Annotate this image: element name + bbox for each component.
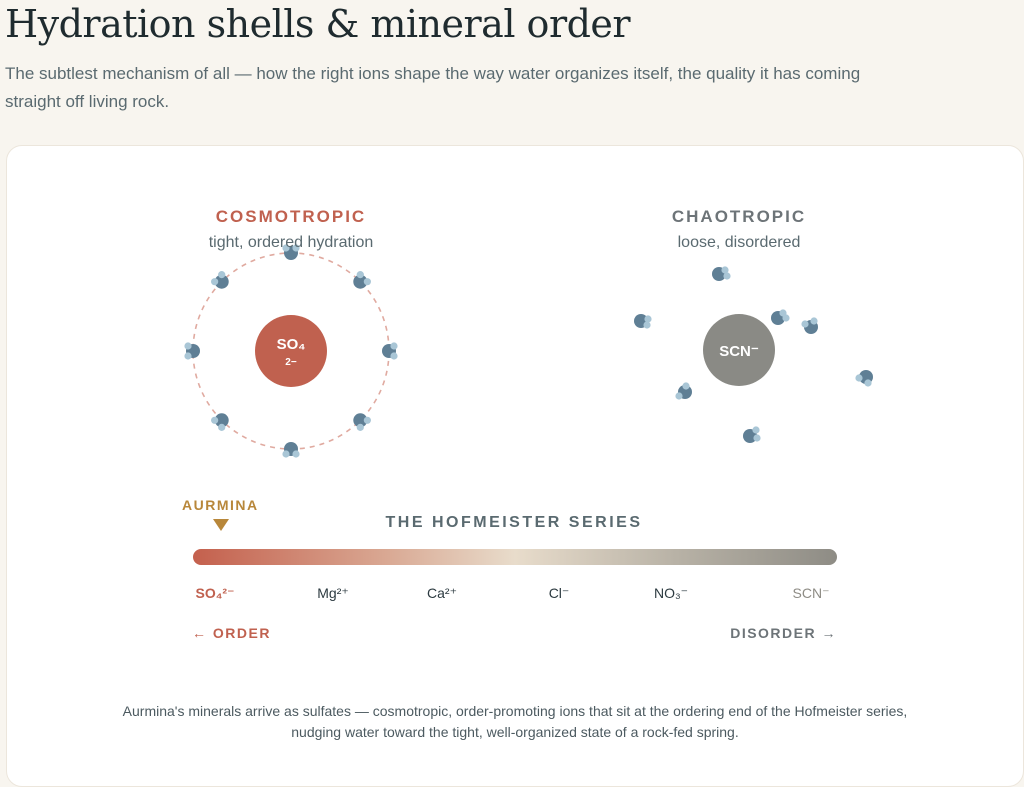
hydrogen-atom	[753, 434, 761, 442]
water-molecule	[855, 370, 873, 387]
hydrogen-atom	[801, 320, 809, 328]
water-molecule	[211, 271, 229, 289]
sulfate-ion	[255, 315, 327, 387]
hofmeister-ion-3: Cl⁻	[548, 585, 570, 601]
cosmotropic-subheading: tight, ordered hydration	[208, 234, 374, 251]
oxygen-atom	[353, 274, 368, 289]
water-molecule	[353, 271, 371, 289]
hofmeister-ion-0: SO₄²⁻	[195, 585, 235, 601]
hydrogen-atom	[218, 271, 226, 279]
water-molecule	[211, 413, 229, 431]
hydrogen-atom	[644, 315, 652, 323]
hofmeister-gradient-bar	[193, 549, 837, 565]
water-molecule	[743, 426, 761, 443]
hydrogen-atom	[782, 314, 790, 322]
water-molecule	[675, 382, 692, 400]
hydrogen-atom	[356, 271, 364, 279]
hydrogen-atom	[682, 382, 690, 390]
order-end-label: ← ORDER	[192, 625, 271, 641]
hydrogen-atom	[363, 278, 371, 286]
hydrogen-atom	[721, 266, 729, 274]
hofmeister-ion-2: Ca²⁺	[427, 585, 457, 601]
aurmina-marker-label: AURMINA	[182, 497, 259, 513]
water-molecule	[282, 442, 300, 458]
hydrogen-atom	[864, 379, 872, 387]
hydrogen-atom	[390, 342, 398, 350]
hydrogen-atom	[855, 374, 863, 382]
water-molecule	[712, 266, 731, 281]
hydrogen-atom	[752, 426, 760, 434]
chaotropic-subheading: loose, disordered	[677, 234, 801, 251]
hydrogen-atom	[292, 244, 300, 252]
sulfate-ion-charge: 2−	[285, 357, 297, 368]
hydrogen-atom	[363, 416, 371, 424]
hofmeister-series-title: THE HOFMEISTER SERIES	[385, 514, 643, 531]
thiocyanate-ion-label: SCN⁻	[719, 343, 759, 360]
hydrogen-atom	[723, 272, 731, 280]
oxygen-atom	[214, 413, 229, 428]
water-molecule	[382, 342, 398, 360]
hydrogen-atom	[184, 342, 192, 350]
hydrogen-atom	[810, 317, 818, 325]
chaotropic-heading: CHAOTROPIC	[671, 207, 807, 226]
water-molecule	[634, 314, 652, 329]
disorder-end-label: DISORDER →	[730, 625, 837, 641]
hydrogen-atom	[675, 392, 683, 400]
water-molecule	[282, 244, 300, 260]
hydrogen-atom	[184, 352, 192, 360]
water-molecule	[184, 342, 200, 360]
hydrogen-atom	[643, 321, 651, 329]
diagram-card: SO₄ 2− SCN⁻ COSMOTROPIC tight, ordered h…	[6, 145, 1024, 787]
thiocyanate-ion	[703, 314, 775, 386]
page-title: Hydration shells & mineral order	[5, 2, 631, 46]
hydrogen-atom	[356, 423, 364, 431]
hydrogen-atom	[211, 278, 219, 286]
footer-caption: Aurmina's minerals arrive as sulfates — …	[122, 703, 908, 740]
hydrogen-atom	[282, 450, 290, 458]
water-molecule	[353, 413, 371, 431]
hydrogen-atom	[390, 352, 398, 360]
hofmeister-ion-1: Mg²⁺	[317, 585, 349, 601]
oxygen-atom	[353, 413, 368, 428]
hydrogen-atom	[218, 423, 226, 431]
hydration-diagram: SO₄ 2− SCN⁻	[184, 244, 873, 458]
hofmeister-ion-4: NO₃⁻	[653, 585, 689, 601]
sulfate-ion-label: SO₄	[277, 336, 306, 353]
hydrogen-atom	[211, 416, 219, 424]
oxygen-atom	[214, 274, 229, 289]
water-molecules	[184, 244, 873, 458]
water-molecule	[771, 309, 790, 325]
hydrogen-atom	[292, 450, 300, 458]
page-subtitle: The subtlest mechanism of all — how the …	[5, 64, 861, 111]
hofmeister-ion-5: SCN⁻	[792, 585, 830, 601]
cosmotropic-heading: COSMOTROPIC	[215, 207, 367, 226]
water-molecule	[801, 317, 818, 334]
aurmina-marker-triangle	[213, 519, 229, 531]
hydrogen-atom	[282, 244, 290, 252]
